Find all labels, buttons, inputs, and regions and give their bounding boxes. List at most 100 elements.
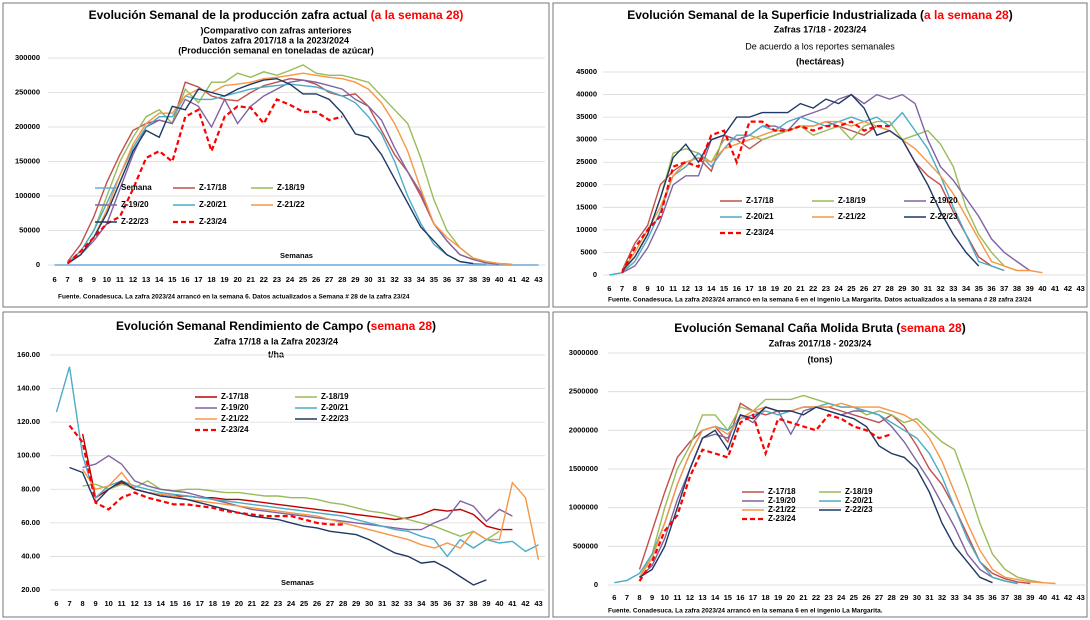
y-tick-label: 160.00 [17,350,40,359]
y-tick-label: 40.00 [21,551,40,560]
x-tick-label: 36 [443,599,451,608]
legend-label: Z-23/24 [746,228,774,237]
x-tick-label: 22 [260,275,268,284]
subtitle: (Producción semanal en toneladas de azúc… [178,45,374,55]
x-tick-label: 20 [787,593,795,602]
series-line [82,468,540,560]
legend-label: Z-19/20 [768,496,796,505]
x-tick-label: 42 [521,599,529,608]
y-tick-label: 2000000 [569,425,598,434]
x-tick-label: 39 [1026,284,1034,293]
x-tick-label: 9 [650,593,654,602]
x-tick-label: 27 [326,599,334,608]
chart-title: Evolución Semanal de la Superficie Indus… [627,8,1012,22]
x-tick-label: 42 [521,275,529,284]
x-tick-label: 43 [534,599,542,608]
x-tick-label: 14 [155,275,164,284]
panel-border [2,2,550,308]
x-tick-label: 13 [142,275,150,284]
x-tick-label: 26 [313,599,321,608]
legend-label: Z-22/23 [845,505,873,514]
y-tick-label: 0 [593,270,597,279]
x-tick-label: 36 [988,593,996,602]
x-tick-label: 33 [950,593,958,602]
title-part: (a la semana 28) [371,8,464,22]
x-tick-label: 37 [1001,593,1009,602]
series-line [68,424,344,526]
x-tick-label: 24 [286,275,295,284]
x-tick-label: 31 [925,593,933,602]
x-tick-label: 40 [495,599,503,608]
x-tick-label: 9 [92,275,96,284]
x-tick-label: 7 [67,599,71,608]
series-line [66,98,343,265]
x-tick-label: 16 [183,599,191,608]
x-tick-label: 17 [745,284,753,293]
legend-label: Z-21/22 [277,200,305,209]
x-tick-label: 12 [686,593,694,602]
x-tick-label: 11 [673,593,681,602]
x-tick-label: 19 [774,593,782,602]
x-tick-label: 16 [736,593,744,602]
x-tick-label: 35 [430,599,438,608]
x-tick-label: 39 [482,275,490,284]
x-tick-label: 30 [913,593,921,602]
legend-label: Z-23/24 [199,217,227,226]
x-tick-label: 28 [887,593,895,602]
x-tick-label: 23 [274,599,282,608]
x-tick-label: 41 [1051,284,1059,293]
legend-label: Z-21/22 [221,414,249,423]
x-tick-label: 12 [130,599,138,608]
x-tick-label: 17 [749,593,757,602]
legend-label: Z-23/24 [221,425,249,434]
x-tick-label: 14 [711,593,720,602]
x-tick-label: 7 [66,275,70,284]
y-tick-label: 15000 [576,202,597,211]
x-tick-label: 27 [325,275,333,284]
series-line [621,120,890,274]
x-tick-label: 6 [54,599,58,608]
y-tick-label: 5000 [580,247,597,256]
x-tick-label: 29 [900,593,908,602]
x-tick-label: 8 [79,275,83,284]
legend-label: Z-19/20 [121,200,149,209]
y-tick-label: 200000 [15,122,40,131]
x-axis-label: Semanas [281,578,314,587]
x-tick-label: 37 [456,275,464,284]
x-tick-label: 25 [847,284,855,293]
x-tick-label: 18 [761,593,769,602]
x-tick-label: 27 [873,284,881,293]
x-tick-label: 25 [850,593,858,602]
y-tick-label: 100000 [15,191,40,200]
footnote: Fuente. Conadesuca. La zafra 2023/24 arr… [608,608,883,615]
title-part: ) [432,319,436,333]
x-tick-label: 26 [862,593,870,602]
x-tick-label: 11 [116,275,124,284]
subtitle: (tons) [808,354,833,364]
subtitle: Zafra 17/18 a la Zafra 2023/24 [214,336,338,346]
x-tick-label: 34 [417,275,426,284]
subtitle: (hectáreas) [796,56,844,66]
y-tick-label: 1000000 [569,503,598,512]
x-tick-label: 43 [1077,593,1085,602]
title-part: ) [962,321,966,335]
y-tick-label: 35000 [576,112,597,121]
x-tick-label: 19 [220,275,228,284]
x-tick-label: 38 [1013,593,1021,602]
y-tick-label: 50000 [19,225,40,234]
y-tick-label: 0 [594,580,598,589]
x-tick-label: 43 [1076,284,1084,293]
legend-label: Z-20/21 [746,212,774,221]
x-tick-label: 21 [247,275,255,284]
x-tick-label: 37 [1000,284,1008,293]
y-tick-label: 120.00 [17,417,40,426]
x-tick-label: 24 [837,593,846,602]
x-tick-label: 38 [469,599,477,608]
x-tick-label: 40 [1039,593,1047,602]
x-tick-label: 37 [456,599,464,608]
x-tick-label: 32 [391,599,399,608]
y-tick-label: 10000 [576,225,597,234]
x-tick-label: 6 [52,275,56,284]
x-tick-label: 7 [625,593,629,602]
x-tick-label: 32 [938,593,946,602]
